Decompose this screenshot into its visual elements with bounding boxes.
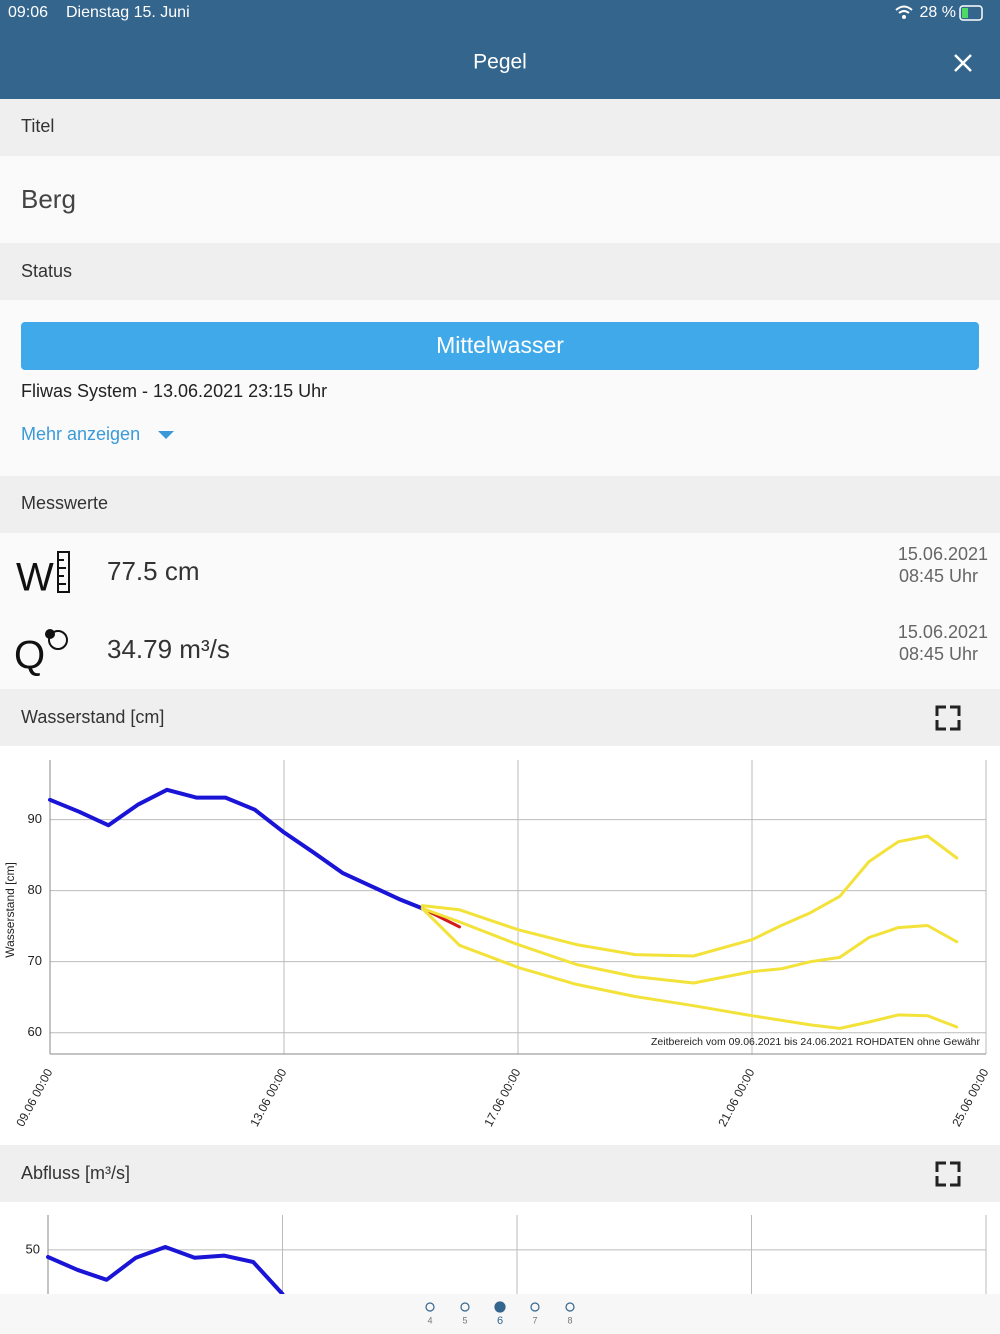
station-name: Berg <box>21 184 76 214</box>
data-line <box>420 906 959 1030</box>
measurement-time: 08:45 Uhr <box>899 644 978 664</box>
page-label[interactable]: 6 <box>497 1315 503 1327</box>
y-axis-label: Wasserstand [cm] <box>3 862 17 958</box>
section-band <box>0 243 1000 300</box>
drop-dot <box>45 629 55 639</box>
page-label[interactable]: 5 <box>462 1315 467 1325</box>
y-tick-label: 50 <box>26 1241 40 1256</box>
section-label: Status <box>21 261 72 281</box>
data-line <box>48 787 425 911</box>
status-date: Dienstag 15. Juni <box>66 4 190 21</box>
chart-title: Abfluss [m³/s] <box>21 1163 130 1183</box>
data-line <box>420 906 959 985</box>
more-link[interactable]: Mehr anzeigen <box>21 424 140 444</box>
expand-button[interactable] <box>935 705 961 731</box>
pagination: 4 5 6 7 8 <box>425 1301 575 1327</box>
wifi-dot <box>902 15 906 19</box>
header-title: Pegel <box>473 51 527 74</box>
battery-level <box>962 8 968 18</box>
battery-text: 28 % <box>920 4 956 21</box>
y-tick-label: 70 <box>28 953 42 968</box>
page-dot[interactable] <box>425 1302 435 1312</box>
measurement-date: 15.06.2021 <box>898 544 988 564</box>
w-icon: W <box>16 556 54 600</box>
page-dot-active[interactable] <box>494 1301 506 1313</box>
status-source: Fliwas System - 13.06.2021 23:15 Uhr <box>21 381 327 401</box>
page-dot[interactable] <box>530 1302 540 1312</box>
y-tick-label: 60 <box>28 1024 42 1039</box>
measurement-value: 34.79 m³/s <box>107 634 230 664</box>
measurement-value: 77.5 cm <box>107 556 200 586</box>
y-tick-label: 90 <box>28 811 42 826</box>
status-time: 09:06 <box>8 4 48 21</box>
chart-area <box>0 746 1000 1145</box>
more-arrow[interactable] <box>158 431 174 439</box>
expand-button[interactable] <box>935 1161 961 1187</box>
section-band <box>0 689 1000 746</box>
section-body <box>0 156 1000 243</box>
section-band <box>0 1145 1000 1202</box>
q-icon: Q <box>14 634 45 678</box>
annotation: Zeitbereich vom 09.06.2021 bis 24.06.202… <box>651 1036 980 1048</box>
chart-title: Wasserstand [cm] <box>21 707 164 727</box>
drop-icon <box>48 630 68 650</box>
close-button[interactable] <box>954 54 972 72</box>
header-bar <box>0 0 1000 99</box>
measurement-time: 08:45 Uhr <box>899 566 978 586</box>
data-line <box>420 834 959 958</box>
status-button[interactable] <box>21 322 979 370</box>
section-label: Titel <box>21 116 54 136</box>
page-label[interactable]: 8 <box>567 1315 572 1325</box>
page-dot[interactable] <box>460 1302 470 1312</box>
section-band <box>0 99 1000 156</box>
page-label[interactable]: 4 <box>427 1315 432 1325</box>
data-line <box>46 1245 285 1296</box>
y-tick-label: 80 <box>28 882 42 897</box>
status-button-text[interactable]: Mittelwasser <box>436 332 564 358</box>
page-dot[interactable] <box>565 1302 575 1312</box>
wifi-icon <box>895 5 913 14</box>
section-band <box>0 476 1000 533</box>
pagination-bar <box>0 1294 1000 1334</box>
page-label[interactable]: 7 <box>532 1315 537 1325</box>
battery-icon <box>959 5 983 21</box>
ruler-icon <box>57 551 70 593</box>
ruler-marks <box>58 559 66 585</box>
section-label: Messwerte <box>21 493 108 513</box>
measurement-date: 15.06.2021 <box>898 622 988 642</box>
chart-area <box>0 1202 1000 1294</box>
